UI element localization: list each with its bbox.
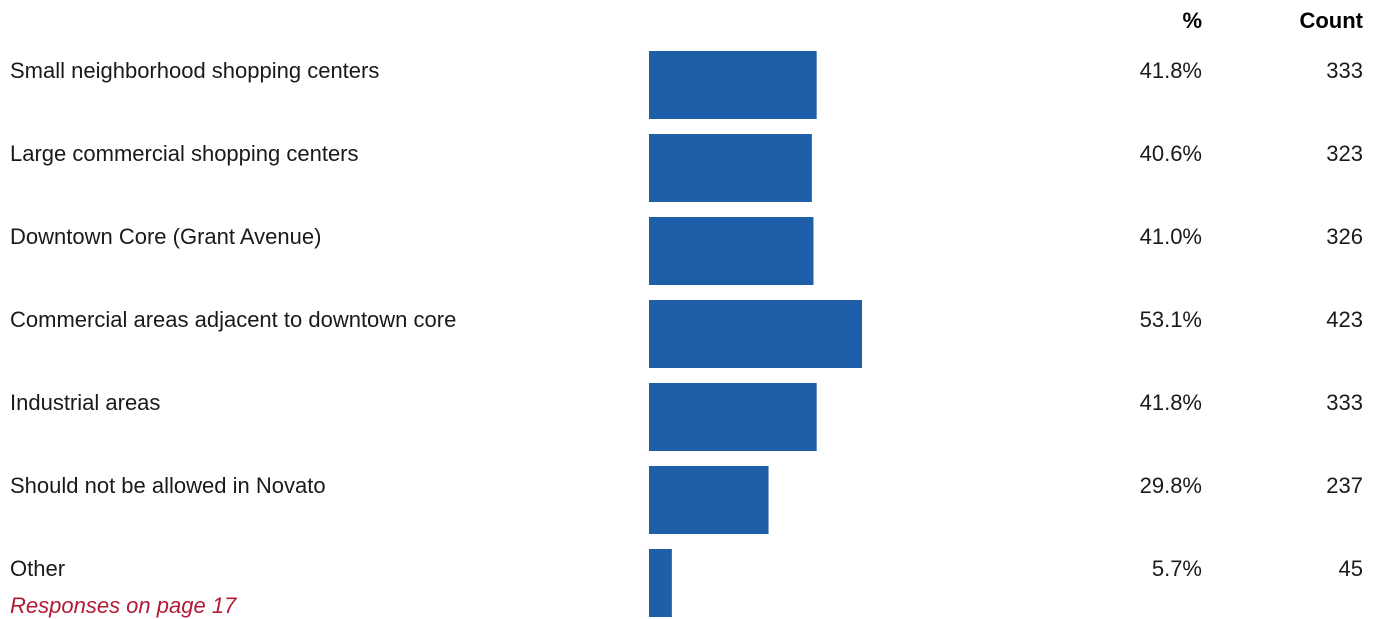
responses-note[interactable]: Responses on page 17: [10, 593, 237, 618]
header-pct: %: [1182, 8, 1202, 33]
header-count: Count: [1299, 8, 1363, 33]
count-value: 45: [1338, 556, 1363, 581]
category-label: Other: [10, 556, 66, 581]
count-value: 326: [1326, 224, 1363, 249]
bar: [649, 466, 769, 534]
category-label: Small neighborhood shopping centers: [10, 58, 380, 83]
category-label: Should not be allowed in Novato: [10, 473, 326, 498]
category-label: Large commercial shopping centers: [10, 141, 359, 166]
bar: [649, 217, 814, 285]
count-value: 333: [1326, 390, 1363, 415]
category-label: Industrial areas: [10, 390, 161, 415]
count-value: 237: [1326, 473, 1363, 498]
percent-value: 53.1%: [1139, 307, 1202, 332]
bar: [649, 51, 817, 119]
percent-value: 40.6%: [1139, 141, 1202, 166]
percent-value: 41.8%: [1139, 58, 1202, 83]
count-value: 333: [1326, 58, 1363, 83]
count-value: 423: [1326, 307, 1363, 332]
count-value: 323: [1326, 141, 1363, 166]
category-label: Commercial areas adjacent to downtown co…: [10, 307, 457, 332]
percent-value: 5.7%: [1151, 556, 1202, 581]
percent-value: 41.8%: [1139, 390, 1202, 415]
bar: [649, 134, 812, 202]
category-label: Downtown Core (Grant Avenue): [10, 224, 322, 249]
percent-value: 41.0%: [1139, 224, 1202, 249]
bar: [649, 549, 672, 617]
percent-value: 29.8%: [1139, 473, 1202, 498]
bar: [649, 300, 862, 368]
bar: [649, 383, 817, 451]
